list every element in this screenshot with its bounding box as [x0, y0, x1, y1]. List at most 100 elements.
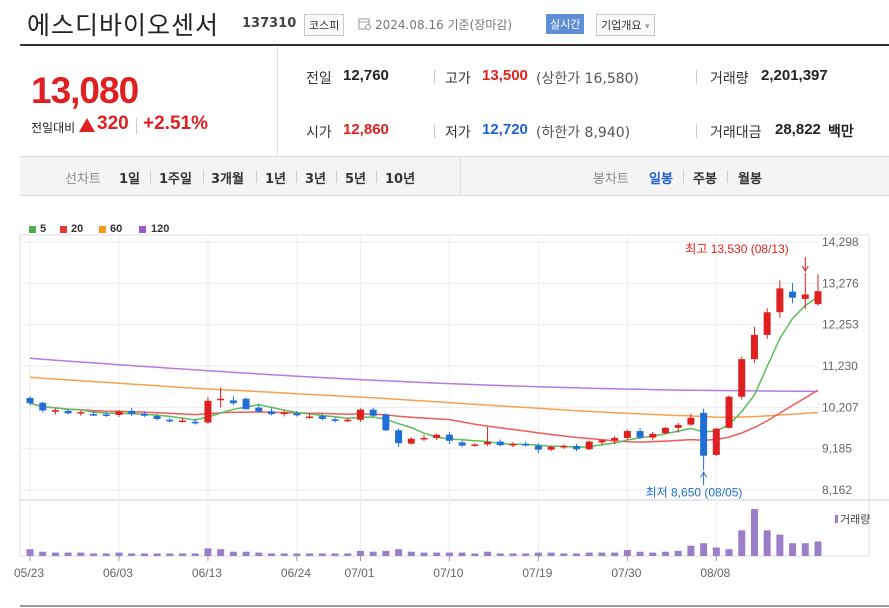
- candle: [191, 418, 199, 425]
- candle-body: [26, 397, 34, 404]
- low-label: 저가: [445, 125, 471, 141]
- candle-body: [750, 334, 758, 360]
- candle: [458, 439, 466, 448]
- volume-bar: [382, 550, 390, 556]
- volume-bar: [687, 545, 695, 556]
- volume-bar: [433, 552, 441, 556]
- candle: [128, 408, 136, 417]
- candle: [814, 274, 822, 306]
- candle: [611, 435, 619, 445]
- volume-bar: [293, 553, 301, 556]
- divider: [727, 171, 728, 183]
- candle-weekly[interactable]: 주봉: [693, 172, 717, 187]
- volume-bar: [560, 553, 568, 556]
- volume-bar: [102, 553, 110, 556]
- volume-bar: [445, 552, 453, 556]
- y-tick-label: 11,230: [822, 359, 858, 373]
- company-overview-button[interactable]: 기업개요 ▾: [596, 14, 655, 36]
- volume-bar: [484, 551, 492, 556]
- candle-body: [661, 427, 669, 434]
- volume-bar: [814, 541, 822, 556]
- period-3m[interactable]: 3개월: [211, 172, 244, 187]
- candle-body: [560, 446, 568, 448]
- realtime-button[interactable]: 실시간: [546, 14, 585, 34]
- divider: [336, 171, 337, 183]
- volume-bar: [179, 553, 187, 556]
- y-tick-label: 9,185: [822, 442, 852, 456]
- volume-bar: [585, 552, 593, 556]
- candle: [242, 397, 250, 410]
- candle-body: [585, 441, 593, 450]
- candle: [267, 408, 275, 416]
- open-label: 시가: [306, 125, 332, 141]
- volume-bar: [255, 552, 263, 556]
- candle: [445, 431, 453, 445]
- candle: [356, 408, 364, 422]
- volume-bar: [331, 553, 339, 556]
- ma20-label: 20: [71, 223, 84, 235]
- volume-bar: [750, 509, 758, 556]
- volume-bar: [267, 553, 275, 556]
- divider: [683, 171, 684, 183]
- candle: [382, 413, 390, 432]
- divider: [434, 70, 435, 84]
- candle-body: [712, 428, 720, 455]
- candle-body: [433, 434, 441, 438]
- volume-bar: [623, 550, 631, 556]
- candle-body: [318, 416, 326, 419]
- ma20-line: [29, 389, 819, 443]
- upper-limit: (상한가 16,580): [536, 71, 640, 87]
- divider: [256, 171, 257, 183]
- candle: [166, 417, 174, 423]
- candle-body: [445, 434, 453, 441]
- volume-bar: [280, 553, 288, 556]
- amount-value: 28,822: [775, 121, 821, 138]
- volume-bar: [763, 530, 771, 556]
- period-1y[interactable]: 1년: [265, 172, 287, 187]
- x-tick-label: 07/30: [611, 566, 641, 580]
- candle-daily[interactable]: 일봉: [649, 172, 673, 187]
- volume-bar: [496, 553, 504, 556]
- candle-body: [369, 409, 377, 416]
- candle-monthly[interactable]: 월봉: [738, 172, 762, 187]
- candle-body: [39, 402, 47, 411]
- amount-unit: 백만: [828, 123, 854, 139]
- candle: [534, 443, 542, 453]
- period-1w[interactable]: 1주일: [159, 172, 192, 187]
- candle: [115, 410, 123, 417]
- volume-bar: [64, 552, 72, 556]
- header-divider: [20, 44, 889, 46]
- y-tick-label: 10,207: [822, 400, 859, 414]
- period-5y[interactable]: 5년: [345, 172, 367, 187]
- lower-limit: (하한가 8,940): [536, 125, 631, 141]
- market-badge: 코스피: [304, 14, 345, 36]
- period-1d[interactable]: 1일: [119, 172, 141, 187]
- volume-bar: [738, 530, 746, 556]
- company-overview-label: 기업개요: [601, 19, 642, 32]
- y-tick-label: 8,162: [822, 483, 852, 497]
- volume-bar: [700, 543, 708, 556]
- ma5-line: [29, 296, 819, 449]
- candle-body: [789, 291, 797, 298]
- candle-body: [191, 421, 199, 424]
- candle-body: [140, 413, 148, 416]
- x-tick-label: 07/10: [433, 566, 463, 580]
- candle-body: [420, 437, 428, 440]
- candle: [725, 395, 733, 429]
- high-value: 13,500: [482, 67, 528, 84]
- period-10y[interactable]: 10년: [385, 172, 416, 187]
- period-3y[interactable]: 3년: [305, 172, 327, 187]
- candle: [585, 440, 593, 451]
- candle-body: [611, 437, 619, 441]
- ma60-label: 60: [110, 223, 123, 235]
- x-tick-label: 07/01: [344, 566, 374, 580]
- candle-body: [623, 431, 631, 438]
- volume-bar: [242, 551, 250, 556]
- candle: [560, 444, 568, 449]
- candle: [229, 396, 237, 406]
- candle: [738, 356, 746, 400]
- change-label: 전일대비: [31, 121, 76, 135]
- volume-bar: [420, 552, 428, 556]
- volume-bar: [39, 551, 47, 556]
